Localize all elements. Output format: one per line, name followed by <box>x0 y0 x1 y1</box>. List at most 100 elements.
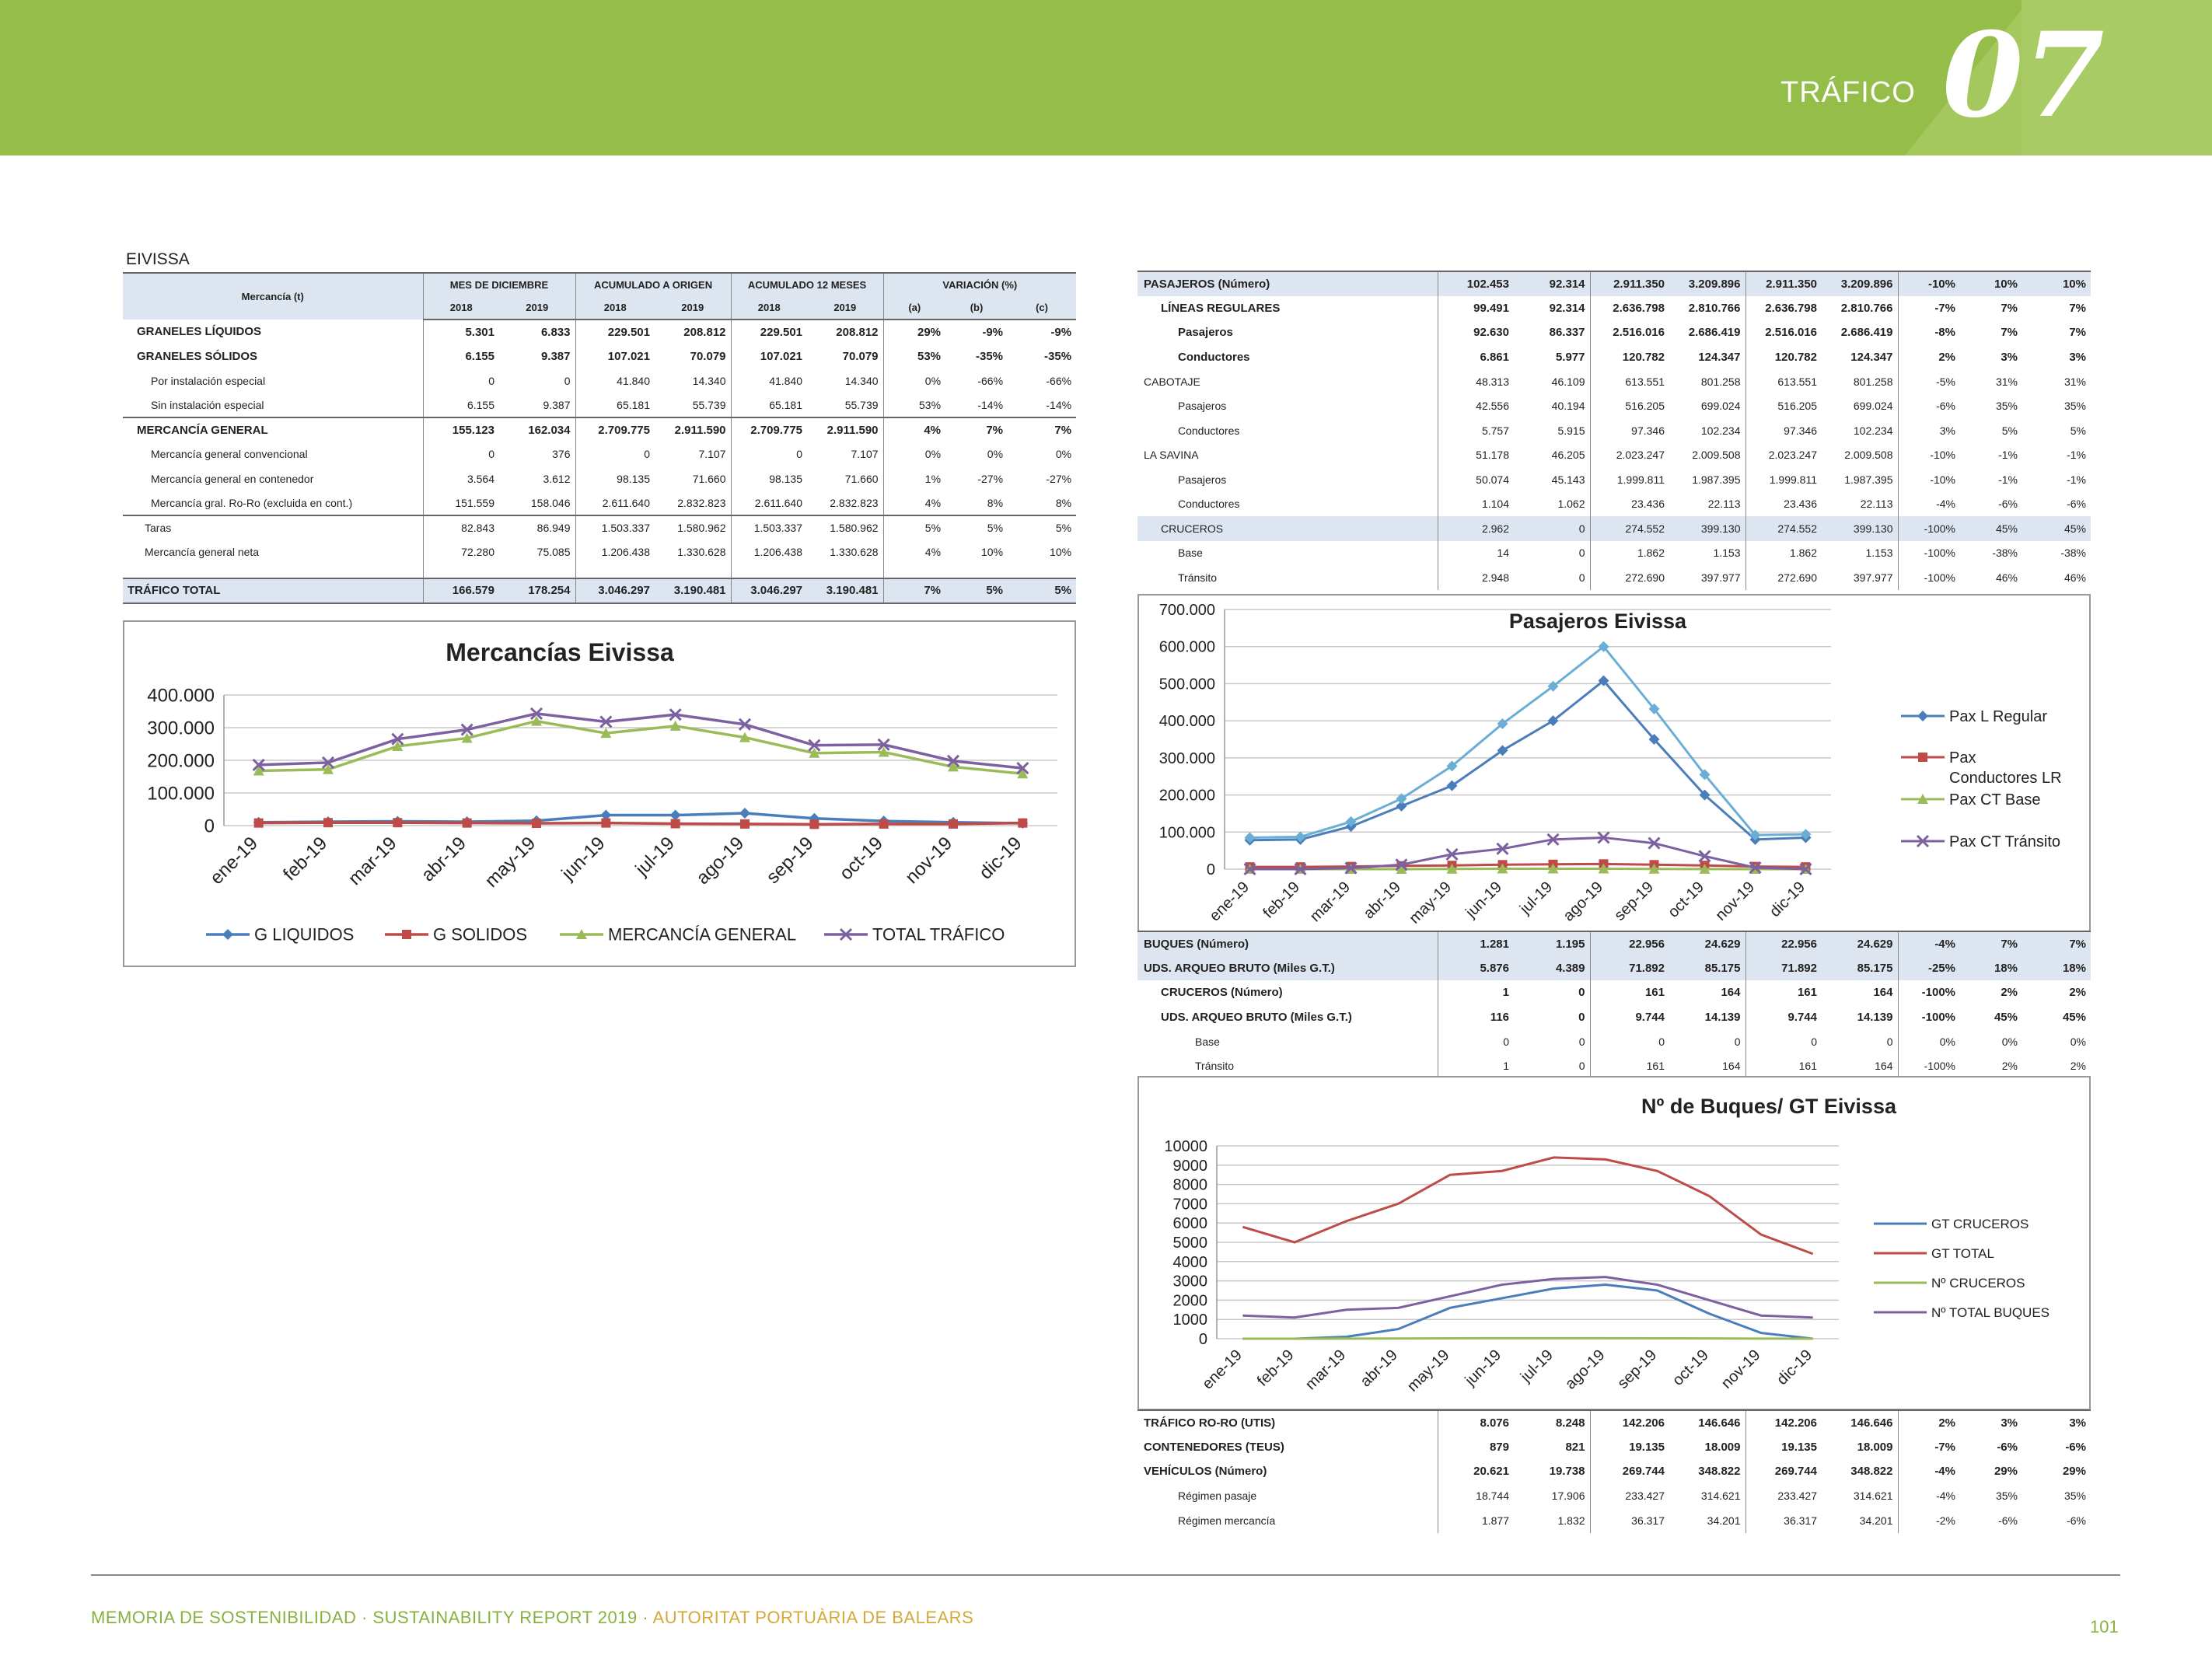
value-cell: 8.076 <box>1437 1409 1514 1435</box>
value-cell: 45.143 <box>1551 473 1585 486</box>
value-cell: 2.516.016 <box>1589 320 1669 345</box>
value-cell: 801.258 <box>1700 375 1741 388</box>
x-tick-label: abr-19 <box>1357 1346 1400 1390</box>
value-cell: -1% <box>2067 473 2086 486</box>
value-cell: 92.314 <box>1514 271 1590 296</box>
value-cell: 142.206 <box>1589 1409 1669 1435</box>
data-point <box>1395 858 1408 871</box>
row-label: Tránsito <box>1137 565 1438 590</box>
value-cell: 9.387 <box>543 398 571 411</box>
value-cell: 40.194 <box>1551 400 1585 413</box>
x-tick-label: oct-19 <box>836 833 887 884</box>
value-cell: 35% <box>1995 1490 2018 1503</box>
value-cell: -1% <box>2067 449 2086 462</box>
value-cell: 314.621 <box>1853 1490 1893 1503</box>
value-cell: -4% <box>1897 491 1960 516</box>
value-cell: 35% <box>2063 400 2086 413</box>
data-point <box>1598 863 1609 874</box>
x-tick-label: ene-19 <box>1206 878 1253 925</box>
value-cell: 0 <box>564 374 571 387</box>
row-label: Mercancía gral. Ro-Ro (excluida en cont.… <box>123 491 424 515</box>
subheader-cell: (c) <box>1008 296 1077 320</box>
series-line <box>1249 836 1806 871</box>
y-tick-label: 0 <box>1199 1331 1207 1348</box>
x-tick-label: dic-19 <box>1773 1346 1815 1388</box>
value-cell: 9.744 <box>1745 1004 1822 1029</box>
data-point <box>809 819 819 830</box>
y-tick-label: 1000 <box>1173 1311 1208 1329</box>
value-cell: -66% <box>1046 374 1072 387</box>
value-cell: 19.135 <box>1589 1434 1669 1459</box>
x-tick-label: ago-19 <box>692 833 748 889</box>
data-point <box>1497 863 1508 874</box>
y-tick-label: 0 <box>204 816 215 836</box>
data-point <box>1699 789 1711 801</box>
value-cell: 3% <box>2001 350 2018 364</box>
value-cell: 0 <box>730 442 808 466</box>
legend-label: TOTAL TRÁFICO <box>872 925 1005 945</box>
data-point <box>392 740 404 751</box>
value-cell: 42.556 <box>1437 393 1514 418</box>
row-label: Conductores <box>1137 418 1438 443</box>
value-cell: -9% <box>1050 325 1072 339</box>
data-point <box>1396 864 1407 874</box>
value-cell: 229.501 <box>575 320 655 344</box>
value-cell: 0 <box>1578 547 1585 560</box>
data-point <box>1749 830 1761 841</box>
table-row: Sin instalación especial 6.155 9.387 65.181… <box>123 393 1076 417</box>
value-cell: -100% <box>1897 1004 1960 1029</box>
value-cell: 5.301 <box>422 320 499 344</box>
value-cell: 102.234 <box>1853 424 1893 437</box>
section-header: TRÁFICO 07 <box>0 0 2212 155</box>
x-tick-label: jul-19 <box>1516 878 1556 918</box>
data-point <box>1497 745 1508 756</box>
value-cell: 151.559 <box>422 491 499 515</box>
value-cell: 613.551 <box>1589 369 1669 394</box>
value-cell: 98.135 <box>575 466 655 491</box>
data-point <box>1018 818 1028 828</box>
data-point <box>1917 711 1928 721</box>
data-point <box>808 739 821 752</box>
value-cell: 1.206.438 <box>575 540 655 564</box>
data-point <box>323 818 333 828</box>
y-tick-label: 300.000 <box>1159 750 1215 767</box>
data-point <box>1344 861 1358 875</box>
x-tick-label: abr-19 <box>418 833 470 885</box>
table-row: Pasajeros 42.556 40.194 516.205 699.024 516.2… <box>1137 393 2091 418</box>
value-cell: 314.621 <box>1700 1490 1741 1503</box>
value-cell: 2.832.823 <box>677 496 726 509</box>
value-cell: 46% <box>1995 571 2018 584</box>
row-label: CABOTAJE <box>1137 369 1438 394</box>
table-row: Mercancía general en contenedor 3.564 3.61… <box>123 466 1076 491</box>
subheader-cell: (b) <box>945 296 1008 320</box>
value-cell: -6% <box>1897 393 1960 418</box>
data-point <box>669 720 681 731</box>
value-cell: 99.491 <box>1437 295 1514 320</box>
x-tick-label: feb-19 <box>1260 878 1303 922</box>
value-cell: 0% <box>1055 448 1072 461</box>
subheader-cell: (a) <box>882 296 946 320</box>
value-cell: -38% <box>1992 547 2018 560</box>
value-cell: -35% <box>976 349 1004 363</box>
value-cell: 7.107 <box>698 448 726 461</box>
value-cell: 0% <box>882 442 946 466</box>
value-cell: 9.387 <box>540 349 571 363</box>
data-point <box>740 819 750 829</box>
value-cell: 348.822 <box>1850 1465 1893 1479</box>
value-cell: 46% <box>2063 571 2086 584</box>
value-cell: 178.254 <box>499 578 575 604</box>
series-line <box>1242 1284 1813 1340</box>
value-cell: 1.862 <box>1589 540 1669 565</box>
value-cell: 5% <box>1008 515 1077 540</box>
x-tick-label: jun-19 <box>1462 878 1505 922</box>
value-cell: 399.130 <box>1669 516 1745 541</box>
value-cell: 86.337 <box>1549 326 1585 340</box>
series-2 <box>1242 1336 1813 1340</box>
series-line <box>258 821 1023 826</box>
row-label: Régimen mercancía <box>1137 1508 1438 1533</box>
value-cell: -4% <box>1897 1483 1960 1508</box>
data-point <box>393 818 403 828</box>
data-point <box>1648 734 1660 745</box>
legend-label: Pax L Regular <box>1949 708 2047 725</box>
pasajeros-chart: Pasajeros Eivissa 700.000 600.000 500.000 40… <box>1137 594 2091 933</box>
